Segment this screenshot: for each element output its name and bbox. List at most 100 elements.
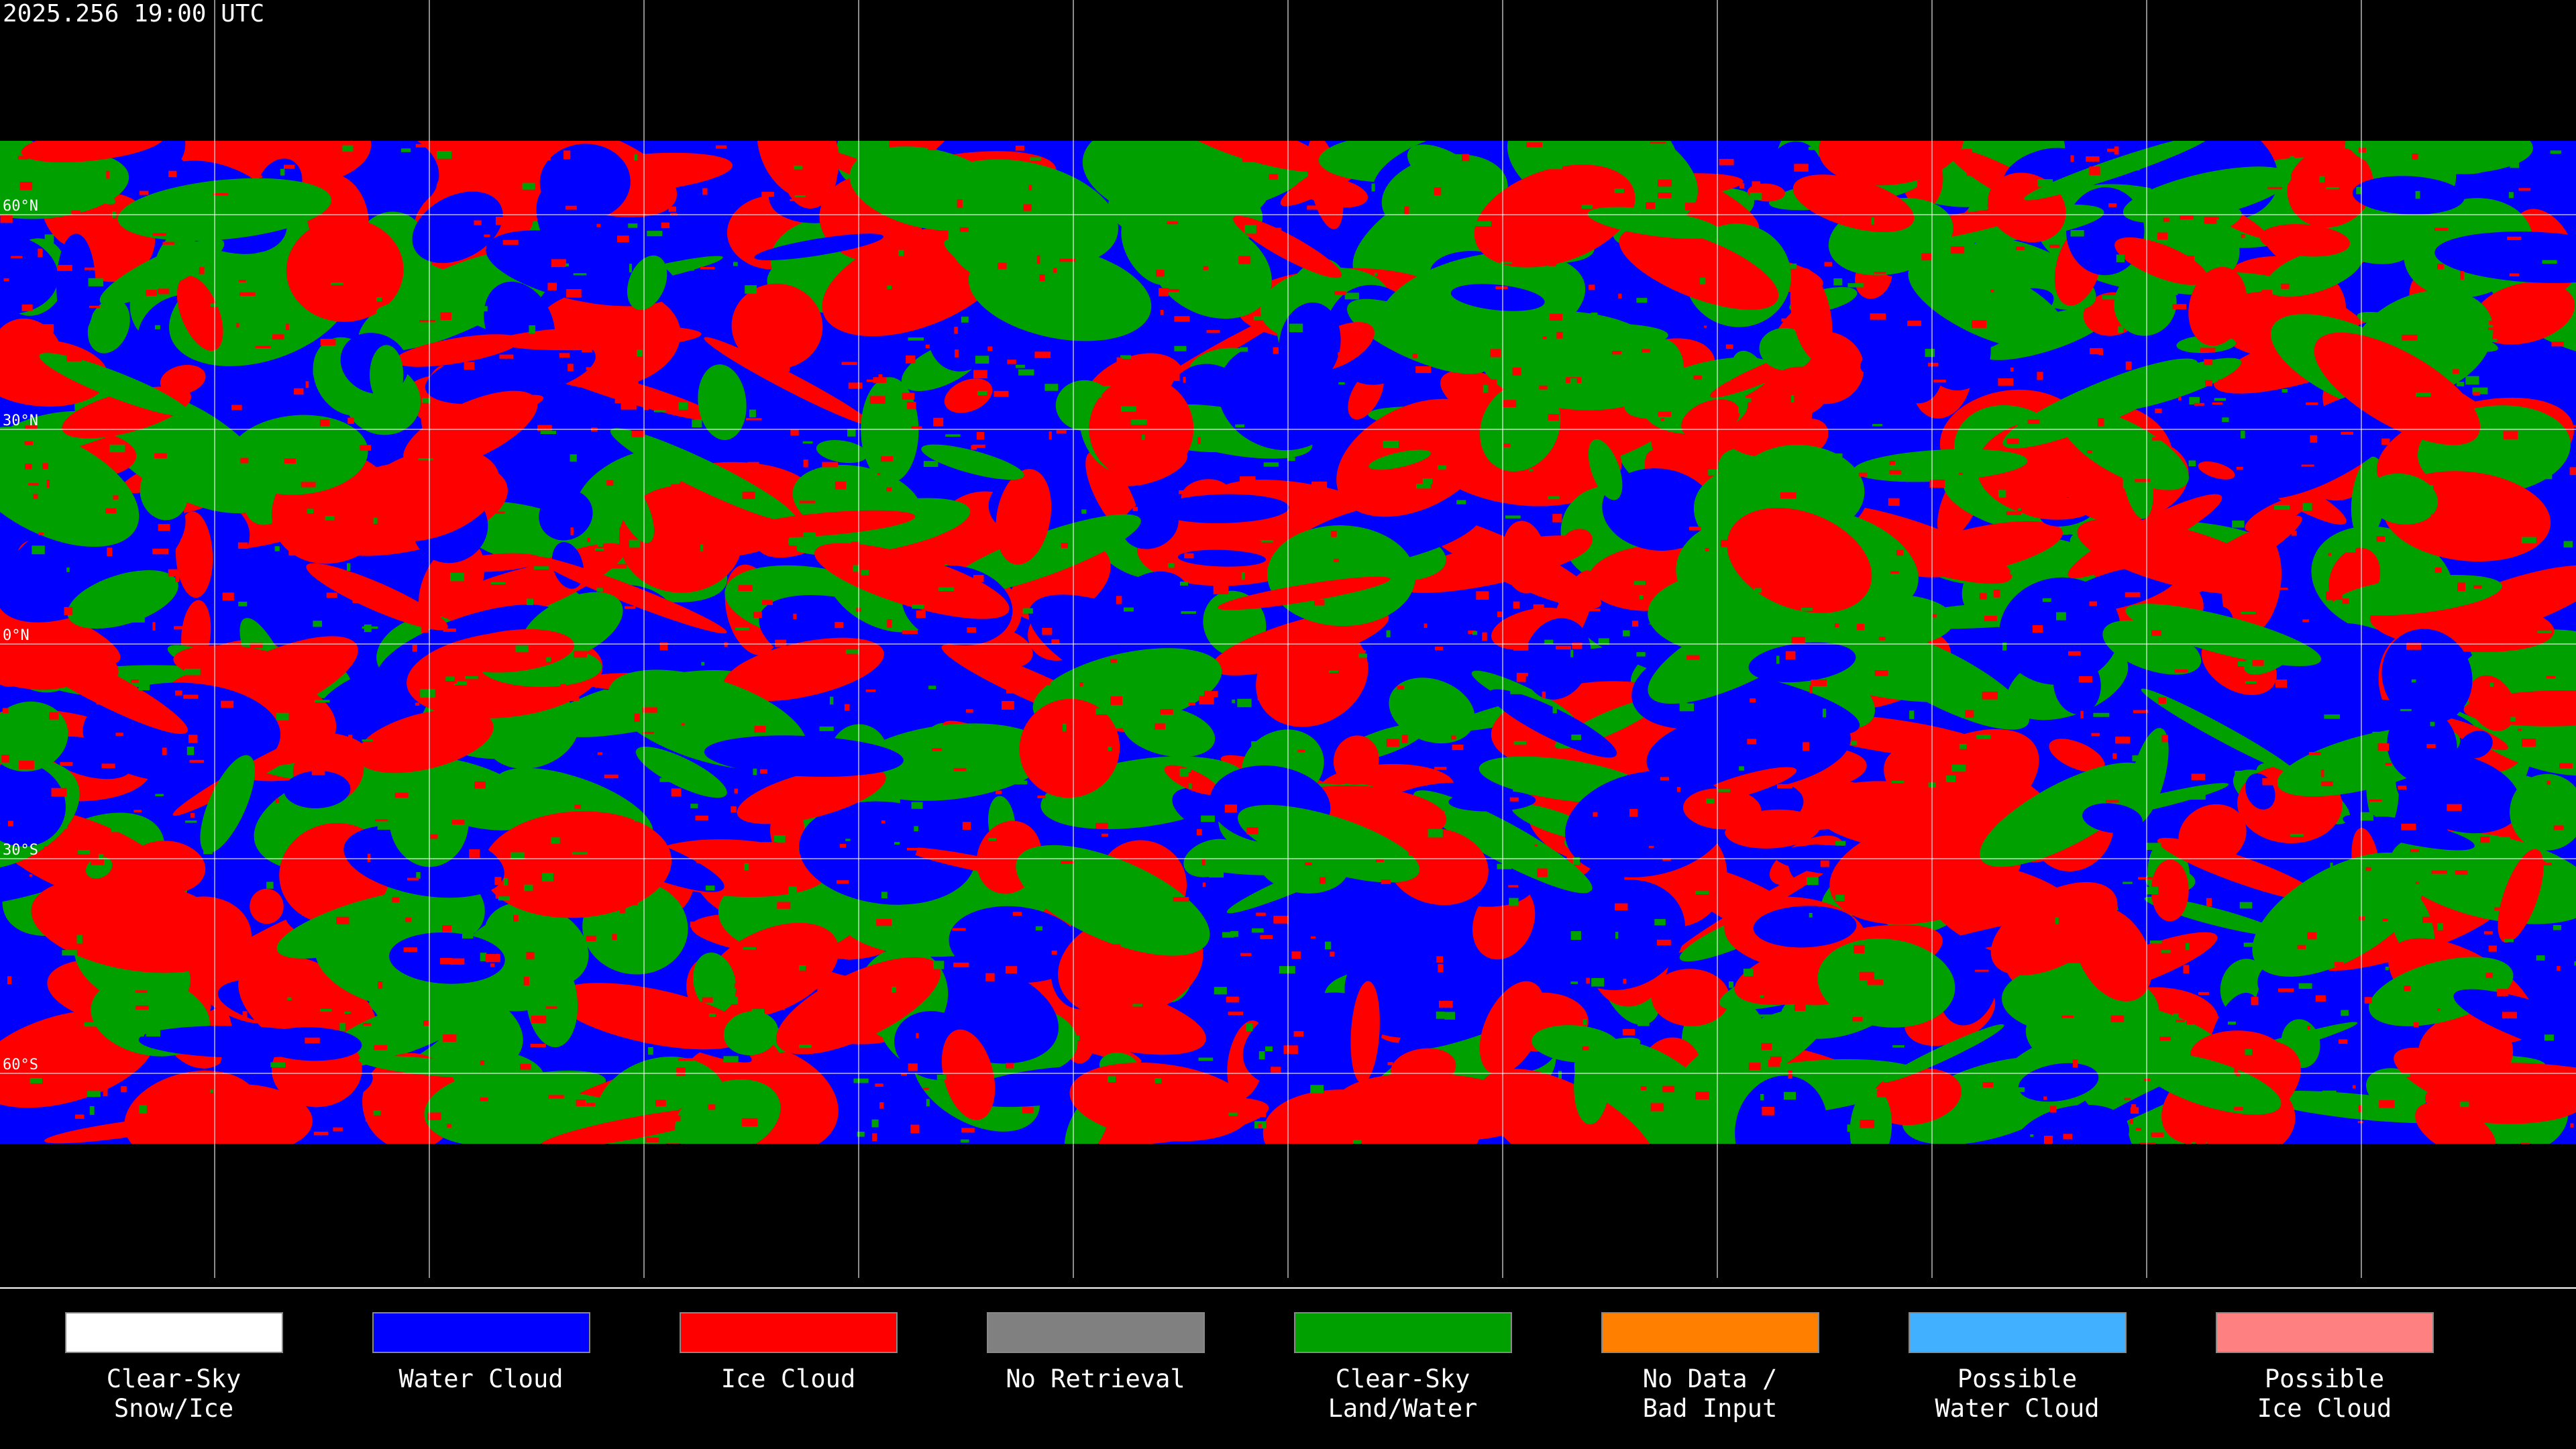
cloud-patch <box>949 906 1082 983</box>
cloud-speck <box>851 541 861 549</box>
cloud-speck <box>701 661 705 666</box>
cloud-speck <box>2498 302 2506 311</box>
cloud-speck <box>2410 849 2420 853</box>
cloud-patch <box>2259 224 2351 257</box>
cloud-patch <box>140 465 189 521</box>
cloud-speck <box>2400 708 2412 712</box>
cloud-speck <box>1570 649 1574 657</box>
cloud-speck <box>187 1112 198 1116</box>
cloud-speck <box>2072 815 2082 822</box>
cloud-speck <box>841 362 857 366</box>
cloud-speck <box>2180 215 2194 220</box>
cloud-speck <box>1132 506 1138 511</box>
cloud-speck <box>1051 950 1057 955</box>
cloud-speck <box>53 915 68 920</box>
cloud-speck <box>600 323 612 331</box>
cloud-speck <box>1475 221 1491 227</box>
cloud-speck <box>19 181 33 191</box>
cloud-speck <box>1618 293 1622 299</box>
cloud-speck <box>433 986 445 994</box>
cloud-patch <box>2102 620 2202 675</box>
cloud-speck <box>994 390 1009 397</box>
cloud-speck <box>2333 592 2343 600</box>
cloud-speck <box>2161 735 2168 743</box>
cloud-speck <box>1807 877 1819 885</box>
cloud-speck <box>2483 640 2489 644</box>
cloud-speck <box>2135 1128 2141 1130</box>
cloud-speck <box>1334 291 1346 295</box>
cloud-speck <box>2489 682 2494 688</box>
cloud-patch <box>2139 1053 2282 1115</box>
cloud-speck <box>751 335 765 343</box>
cloud-speck <box>2382 317 2397 323</box>
cloud-speck <box>998 778 1004 782</box>
cloud-speck <box>2235 1072 2241 1077</box>
cloud-speck <box>115 733 123 736</box>
cloud-speck <box>1770 524 1779 530</box>
cloud-speck <box>2521 537 2536 544</box>
cloud-speck <box>1858 472 1868 477</box>
cloud-speck <box>1344 1093 1352 1100</box>
cloud-speck <box>1079 682 1083 687</box>
cloud-speck <box>961 317 969 323</box>
cloud-speck <box>1889 470 1902 475</box>
cloud-speck <box>2480 836 2490 843</box>
cloud-speck <box>2510 716 2516 722</box>
cloud-speck <box>513 915 519 922</box>
cloud-patch <box>2125 604 2322 666</box>
cloud-speck <box>1305 862 1312 866</box>
cloud-speck <box>803 532 816 537</box>
cloud-speck <box>967 627 976 633</box>
cloud-speck <box>2525 415 2536 421</box>
cloud-speck <box>671 484 682 487</box>
cloud-speck <box>272 1009 276 1013</box>
cloud-speck <box>595 350 606 358</box>
cloud-speck <box>2334 962 2344 967</box>
cloud-speck <box>2239 902 2253 909</box>
cloud-speck <box>1160 708 1173 715</box>
cloud-speck <box>1993 589 2000 598</box>
cloud-speck <box>2157 232 2168 240</box>
cloud-speck <box>2415 191 2420 199</box>
cloud-speck <box>2409 365 2416 374</box>
cloud-speck <box>342 145 354 152</box>
cloud-patch <box>722 637 884 702</box>
cloud-speck <box>1890 571 1899 574</box>
cloud-speck <box>901 568 914 574</box>
cloud-speck <box>2190 794 2206 800</box>
cloud-speck <box>1615 903 1628 911</box>
cloud-speck <box>240 458 249 464</box>
cloud-speck <box>1656 939 1671 946</box>
cloud-speck <box>469 849 480 858</box>
cloud-speck <box>2158 697 2166 704</box>
cloud-speck <box>800 325 816 331</box>
cloud-speck <box>794 195 806 198</box>
cloud-speck <box>534 566 549 570</box>
cloud-speck <box>2189 396 2200 405</box>
cloud-speck <box>415 144 428 148</box>
cloud-speck <box>511 852 525 859</box>
cloud-speck <box>2125 592 2141 598</box>
cloud-speck <box>1706 453 1717 462</box>
cloud-speck <box>1741 941 1756 948</box>
cloud-speck <box>1951 246 1965 254</box>
cloud-patch <box>704 337 872 426</box>
cloud-speck <box>2032 625 2043 633</box>
cloud-speck <box>236 323 239 328</box>
cloud-speck <box>1028 184 1032 191</box>
cloud-patch <box>1588 439 1623 500</box>
cloud-speck <box>1809 685 1813 694</box>
cloud-patch <box>21 141 164 163</box>
latitude-label: 30°S <box>3 842 38 859</box>
cloud-speck <box>314 700 330 703</box>
cloud-speck <box>24 441 33 445</box>
cloud-patch <box>1279 302 1341 385</box>
cloud-speck <box>2114 146 2119 155</box>
cloud-speck <box>422 398 431 403</box>
cloud-speck <box>644 864 655 870</box>
cloud-patch <box>1416 513 1601 609</box>
cloud-speck <box>103 524 109 527</box>
cloud-speck <box>628 223 638 228</box>
cloud-speck <box>839 843 847 848</box>
cloud-speck <box>78 850 91 855</box>
